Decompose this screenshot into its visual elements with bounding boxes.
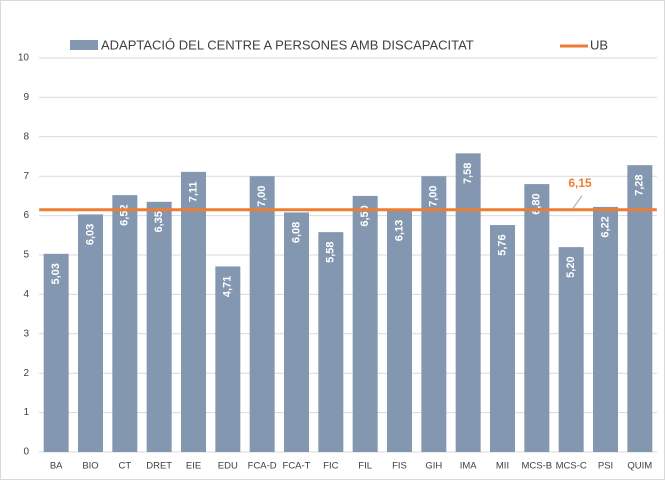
x-tick-label: FCA-D [248, 461, 277, 472]
bar [352, 195, 378, 452]
x-tick-label: CT [118, 461, 131, 472]
data-label: 6,08 [290, 222, 302, 243]
bar [215, 266, 241, 452]
x-tick-label: GIH [425, 461, 442, 472]
bar [455, 153, 481, 452]
x-tick-label: PSI [598, 461, 613, 472]
x-tick-label: FIS [392, 461, 407, 472]
x-tick-label: MCS-B [522, 461, 553, 472]
data-label: 5,20 [565, 256, 577, 277]
x-tick-label: FIL [358, 461, 372, 472]
y-tick-label: 7 [23, 171, 29, 182]
bar [78, 214, 103, 452]
y-tick-label: 6 [23, 210, 29, 221]
data-label: 6,03 [84, 224, 96, 245]
bar [284, 212, 309, 452]
data-label: 6,52 [119, 204, 131, 225]
bar [421, 176, 447, 452]
bar [387, 210, 412, 452]
data-label: 6,22 [599, 216, 611, 237]
y-tick-label: 2 [23, 368, 29, 379]
x-tick-label: BIO [82, 461, 98, 472]
bar [146, 201, 172, 452]
data-label: 7,11 [187, 181, 199, 202]
bar [249, 176, 275, 452]
bar [627, 165, 653, 452]
bar [593, 206, 618, 452]
data-label: 7,58 [462, 163, 474, 184]
legend-swatch [70, 40, 98, 50]
x-tick-label: DRET [146, 461, 172, 472]
y-tick-label: 10 [18, 53, 30, 64]
y-tick-label: 1 [23, 407, 29, 418]
data-label: 7,00 [256, 185, 268, 206]
data-label: 6,35 [153, 211, 165, 232]
bar [558, 247, 584, 452]
y-tick-label: 5 [23, 250, 29, 261]
x-tick-label: FCA-T [283, 461, 311, 472]
x-tick-label: EIE [186, 461, 201, 472]
bar [524, 184, 550, 452]
data-label: 7,28 [634, 174, 646, 195]
y-tick-label: 8 [23, 131, 29, 142]
data-label: 7,00 [428, 185, 440, 206]
x-tick-label: MII [496, 461, 509, 472]
reference-label: 6,15 [568, 176, 592, 190]
y-tick-label: 3 [23, 328, 29, 339]
data-label: 6,80 [531, 193, 543, 214]
bar [490, 225, 515, 452]
legend-label: UB [590, 37, 608, 52]
bar [43, 253, 69, 452]
data-label: 5,58 [325, 241, 337, 262]
data-label: 4,71 [222, 276, 234, 297]
x-tick-label: BA [50, 461, 63, 472]
leader-line [571, 195, 583, 210]
x-tick-label: IMA [460, 461, 478, 472]
bar [112, 195, 138, 452]
y-tick-label: 9 [23, 92, 29, 103]
y-tick-label: 0 [23, 447, 29, 458]
bar [318, 232, 344, 452]
legend-label: ADAPTACIÓ DEL CENTRE A PERSONES AMB DISC… [101, 37, 474, 52]
x-tick-label: QUIM [627, 461, 652, 472]
data-label: 6,13 [393, 220, 405, 241]
x-tick-label: EDU [218, 461, 238, 472]
y-tick-label: 4 [23, 289, 29, 300]
x-tick-label: MCS-C [556, 461, 587, 472]
bar [181, 171, 206, 452]
data-label: 5,76 [496, 234, 508, 255]
data-label: 5,03 [50, 263, 62, 284]
x-tick-label: FIC [323, 461, 338, 472]
